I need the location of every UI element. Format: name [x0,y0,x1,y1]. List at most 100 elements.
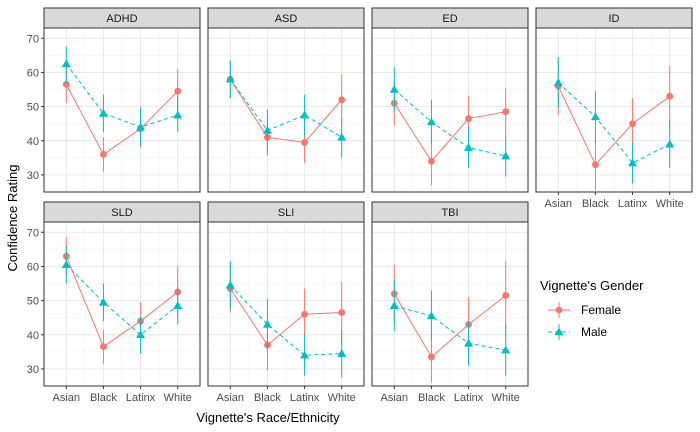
data-point-triangle [426,117,436,126]
data-point-circle [592,161,599,169]
y-tick-label: 30 [27,364,39,376]
x-tick-label: Black [90,392,117,404]
facet-panel-sld: SLD [43,201,201,387]
x-tick-label: Asian [217,392,245,404]
series-female [62,67,182,172]
x-tick-label: Black [582,198,609,210]
x-tick-label: White [328,392,356,404]
panel-border [207,27,365,193]
legend-entry-male: Male [548,321,607,343]
series-line [65,63,178,128]
panel-grid [208,28,364,193]
legend-marker-female [555,306,563,314]
series-line [229,78,342,138]
panel-border [371,221,529,387]
x-tick-label: Black [418,392,445,404]
data-point-triangle [337,349,347,357]
series-line [65,84,179,156]
series-male [61,245,183,354]
y-tick-label: 60 [27,261,39,273]
data-point-triangle [61,260,71,269]
y-axis-ticks: 30 40 50 60 70 30 40 50 60 70 [27,33,44,376]
x-tick-label: Asian [381,392,409,404]
series-line [393,293,507,358]
data-point-circle [301,139,308,146]
series-line [229,284,342,356]
data-point-circle [100,151,107,158]
y-axis-title: Confidence Rating [5,165,20,272]
series-line [557,82,670,164]
series-male [225,60,347,158]
data-point-triangle [665,139,675,148]
series-line [393,102,506,163]
data-point-triangle [464,338,474,347]
data-point-triangle [262,320,272,328]
data-point-triangle [389,85,399,93]
data-point-triangle [225,280,235,289]
data-point-triangle [173,110,183,119]
data-point-triangle [300,350,310,359]
facet-strip-label: ED [442,13,457,25]
data-point-circle [338,309,346,316]
data-point-triangle [426,311,436,320]
data-point-circle [428,353,435,361]
data-point-triangle [225,74,235,83]
x-tick-label: Asian [545,198,573,210]
y-tick-label: 40 [27,136,39,148]
legend-label-female: Female [581,303,621,317]
legend-label-male: Male [581,325,607,339]
y-tick-label: 70 [27,227,39,239]
series-line [557,85,671,166]
x-tick-label: White [492,392,520,404]
x-axis-ticks: Asian Black Latinx White Asian Black Latinx Whi… [53,192,684,404]
data-point-triangle [501,345,511,354]
x-tick-label: Latinx [126,392,156,404]
data-point-circle [502,108,510,116]
data-point-triangle [501,151,511,160]
x-tick-label: White [164,392,192,404]
y-tick-label: 30 [27,170,39,182]
facet-strip-label: ADHD [106,13,137,25]
y-tick-label: 50 [27,102,39,114]
y-tick-label: 50 [27,296,39,308]
legend-entry-female: Female [548,298,621,320]
series-line [229,288,342,346]
series-line [393,89,506,157]
data-point-triangle [464,143,474,151]
y-tick-label: 40 [27,330,39,342]
data-point-triangle [98,108,108,117]
facet-panel-id: ID [535,7,693,193]
panel-grid [44,28,200,193]
facet-panel-tbi: TBI [371,201,529,387]
data-point-circle [100,343,107,351]
y-tick-label: 60 [27,67,39,79]
data-point-circle [174,87,182,95]
data-point-triangle [553,78,563,86]
x-tick-label: Latinx [618,198,648,210]
facet-panel-adhd: ADHD [43,7,201,193]
data-point-circle [629,120,636,128]
legend-title: Vignette's Gender [540,278,644,293]
facet-panel-ed: ED [371,7,529,193]
facet-strip-label: SLD [111,207,132,219]
series-male [389,67,511,177]
legend: Vignette's Gender Female Male [540,278,644,343]
data-point-circle [666,92,674,100]
facet-panels: ADHD ASD ED ID SLD SLI TBI [43,7,693,387]
facet-panel-asd: ASD [207,7,365,193]
data-point-triangle [389,301,399,310]
x-tick-label: Black [254,392,281,404]
data-point-triangle [300,110,310,119]
data-point-triangle [262,126,272,134]
panel-border [535,27,693,193]
panel-border [371,27,529,193]
panel-border [207,221,365,387]
legend-marker-male [554,327,564,336]
data-point-triangle [337,132,347,141]
data-point-triangle [136,330,146,339]
data-point-triangle [61,59,71,68]
data-point-triangle [590,112,600,121]
x-tick-label: White [656,198,684,210]
y-tick-label: 70 [27,33,39,45]
